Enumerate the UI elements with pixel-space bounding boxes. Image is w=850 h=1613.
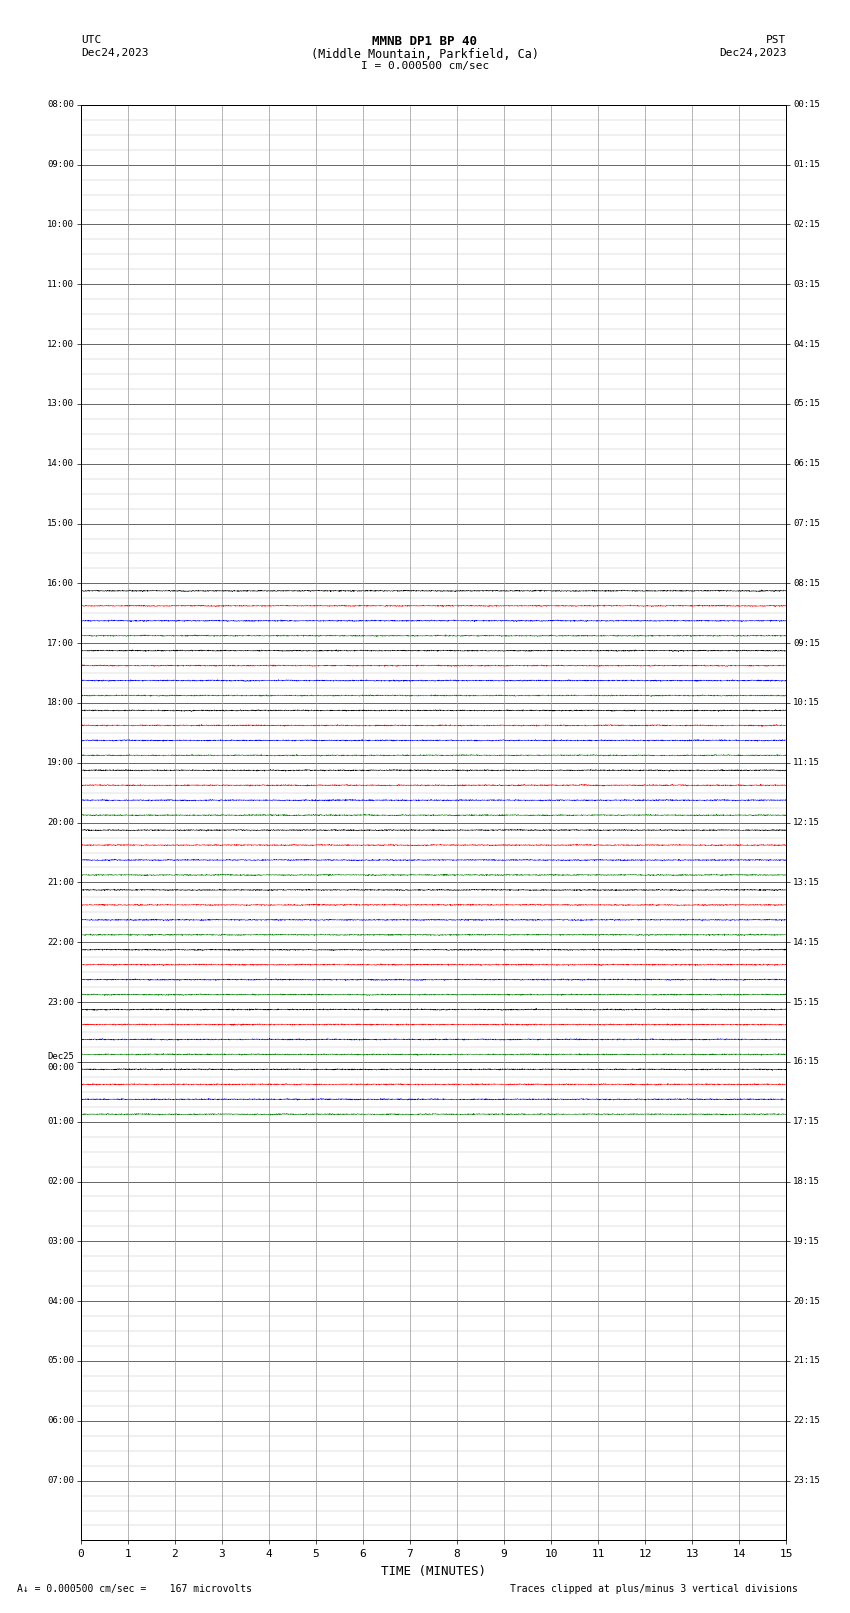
Text: MMNB DP1 BP 40: MMNB DP1 BP 40 [372, 35, 478, 48]
Text: I = 0.000500 cm/sec: I = 0.000500 cm/sec [361, 61, 489, 71]
Text: PST: PST [766, 35, 786, 45]
Text: A↓ = 0.000500 cm/sec =    167 microvolts: A↓ = 0.000500 cm/sec = 167 microvolts [17, 1584, 252, 1594]
Text: Dec24,2023: Dec24,2023 [81, 48, 148, 58]
Text: Dec24,2023: Dec24,2023 [719, 48, 786, 58]
X-axis label: TIME (MINUTES): TIME (MINUTES) [381, 1565, 486, 1578]
Text: Traces clipped at plus/minus 3 vertical divisions: Traces clipped at plus/minus 3 vertical … [510, 1584, 798, 1594]
Text: (Middle Mountain, Parkfield, Ca): (Middle Mountain, Parkfield, Ca) [311, 48, 539, 61]
Text: UTC: UTC [81, 35, 101, 45]
